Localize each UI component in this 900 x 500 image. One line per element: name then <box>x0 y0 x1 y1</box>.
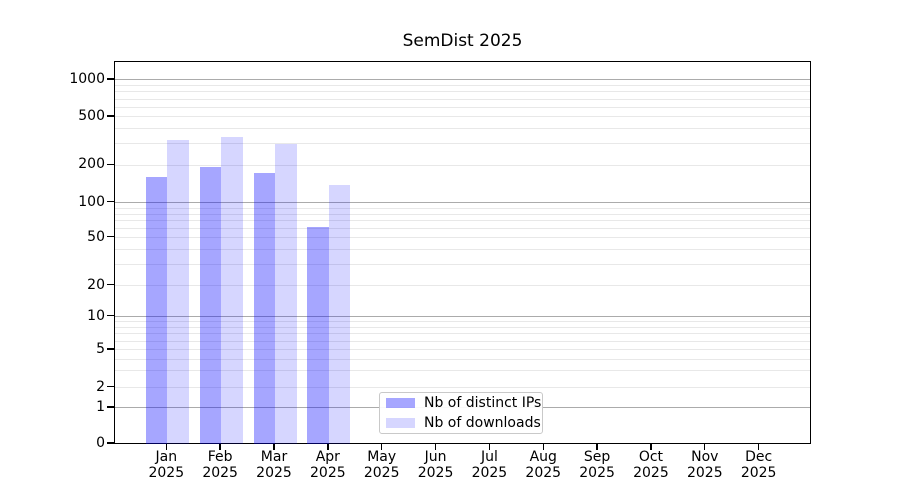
bar-distinct-ips <box>253 172 275 444</box>
gridline-minor <box>115 333 810 335</box>
y-tick-label: 1 <box>96 398 105 415</box>
plot-area <box>114 61 811 444</box>
gridline-minor <box>115 321 810 323</box>
y-tick-label: 500 <box>78 107 105 124</box>
gridline-minor <box>115 220 810 222</box>
x-tick-mark <box>596 444 598 450</box>
legend-label-downloads: Nb of downloads <box>424 415 541 431</box>
gridline-minor <box>115 285 810 287</box>
y-tick-mark <box>107 348 114 350</box>
x-tick-label-aug: Aug 2025 <box>525 449 562 481</box>
y-tick-label: 20 <box>87 276 105 293</box>
gridline-minor <box>115 237 810 239</box>
y-tick-label: 50 <box>87 228 105 245</box>
gridline-minor <box>115 349 810 351</box>
gridline-minor <box>115 340 810 342</box>
gridline-minor <box>115 85 810 87</box>
x-tick-mark <box>488 444 491 450</box>
legend-item-downloads: Nb of downloads <box>386 414 541 432</box>
x-tick-label-feb: Feb 2025 <box>202 449 238 481</box>
x-tick-mark <box>219 444 221 450</box>
x-tick-label-mar: Mar 2025 <box>256 449 292 481</box>
x-tick-mark <box>434 444 437 450</box>
y-tick-mark <box>107 442 114 444</box>
y-tick-mark <box>107 78 114 80</box>
x-tick-mark <box>327 444 329 450</box>
y-tick-label: 0 <box>96 435 105 451</box>
x-tick-label-jun: Jun 2025 <box>417 449 454 481</box>
legend-item-distinct-ips: Nb of distinct IPs <box>386 394 541 412</box>
gridline-minor <box>115 370 810 372</box>
y-tick-label: 2 <box>96 378 105 395</box>
y-tick-mark <box>107 236 114 238</box>
x-tick-mark <box>165 444 167 450</box>
y-tick-mark <box>107 406 114 408</box>
gridline-minor <box>115 143 810 145</box>
y-tick-mark <box>107 163 114 166</box>
x-tick-mark <box>273 444 275 450</box>
y-tick-label: 5 <box>96 340 105 357</box>
y-tick-mark <box>107 201 114 203</box>
gridline-minor <box>115 91 810 93</box>
gridline-minor <box>115 248 810 250</box>
gridline-minor <box>115 164 810 166</box>
legend-swatch-distinct-ips <box>386 398 415 408</box>
x-tick-label-nov: Nov 2025 <box>686 449 723 481</box>
x-tick-mark <box>650 444 652 450</box>
gridline-minor <box>115 98 810 100</box>
x-tick-label-jan: Jan 2025 <box>148 449 185 481</box>
y-tick-mark <box>107 385 114 388</box>
gridline-minor <box>115 116 810 118</box>
bar-downloads <box>275 143 297 444</box>
bar-downloads <box>221 136 243 444</box>
x-tick-label-oct: Oct 2025 <box>633 449 669 481</box>
y-tick-label: 1000 <box>69 70 105 87</box>
x-tick-label-apr: Apr 2025 <box>310 449 346 481</box>
y-tick-label: 100 <box>78 193 105 210</box>
y-tick-label: 10 <box>87 307 105 324</box>
x-tick-label-dec: Dec 2025 <box>740 449 777 481</box>
gridline-major <box>115 79 810 81</box>
bar-distinct-ips <box>199 166 222 444</box>
y-tick-mark <box>107 314 114 317</box>
gridline-minor <box>115 358 810 360</box>
gridline-minor <box>115 387 810 389</box>
gridline-minor <box>115 106 810 108</box>
gridline-major <box>115 202 810 204</box>
y-tick-mark <box>107 115 114 117</box>
legend-swatch-downloads <box>386 418 415 428</box>
x-tick-label-jul: Jul 2025 <box>471 449 508 481</box>
x-tick-mark <box>704 444 706 450</box>
x-tick-label-may: May 2025 <box>363 449 400 481</box>
gridline-minor <box>115 228 810 230</box>
gridline-minor <box>115 326 810 328</box>
y-tick-mark <box>107 283 114 286</box>
x-tick-mark <box>542 444 544 450</box>
legend-label-distinct-ips: Nb of distinct IPs <box>424 395 542 411</box>
bar-distinct-ips <box>307 226 329 444</box>
x-tick-mark <box>381 444 383 450</box>
legend: Nb of distinct IPs Nb of downloads <box>379 392 543 434</box>
x-tick-label-sep: Sep 2025 <box>579 449 615 481</box>
gridline-minor <box>115 263 810 265</box>
gridline-minor <box>115 213 810 215</box>
chart-title: SemDist 2025 <box>402 31 523 51</box>
gridline-minor <box>115 207 810 209</box>
gridline-minor <box>115 128 810 130</box>
bar-downloads <box>328 184 351 444</box>
bar-distinct-ips <box>145 177 168 444</box>
y-tick-label: 200 <box>78 156 105 173</box>
gridline-major <box>115 316 810 318</box>
x-tick-mark <box>757 444 760 450</box>
bar-downloads <box>167 139 189 444</box>
